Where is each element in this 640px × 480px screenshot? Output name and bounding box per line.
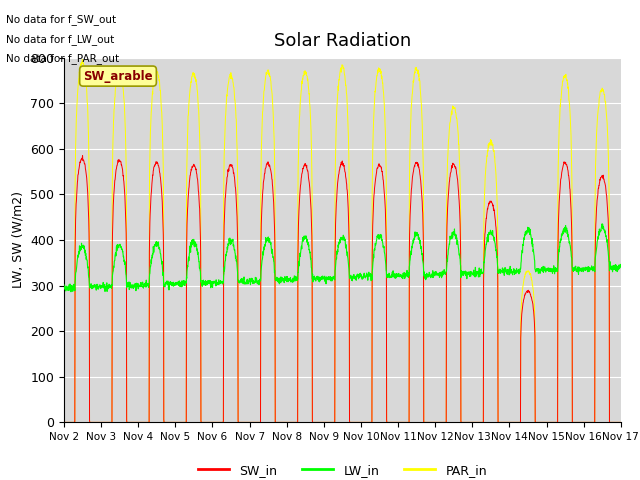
Legend: SW_in, LW_in, PAR_in: SW_in, LW_in, PAR_in [193,459,492,480]
Y-axis label: LW, SW (W/m2): LW, SW (W/m2) [12,192,25,288]
Text: No data for f_SW_out: No data for f_SW_out [6,14,116,25]
Text: No data for f_PAR_out: No data for f_PAR_out [6,53,120,64]
Text: No data for f_LW_out: No data for f_LW_out [6,34,115,45]
Title: Solar Radiation: Solar Radiation [274,33,411,50]
Text: SW_arable: SW_arable [83,70,153,83]
